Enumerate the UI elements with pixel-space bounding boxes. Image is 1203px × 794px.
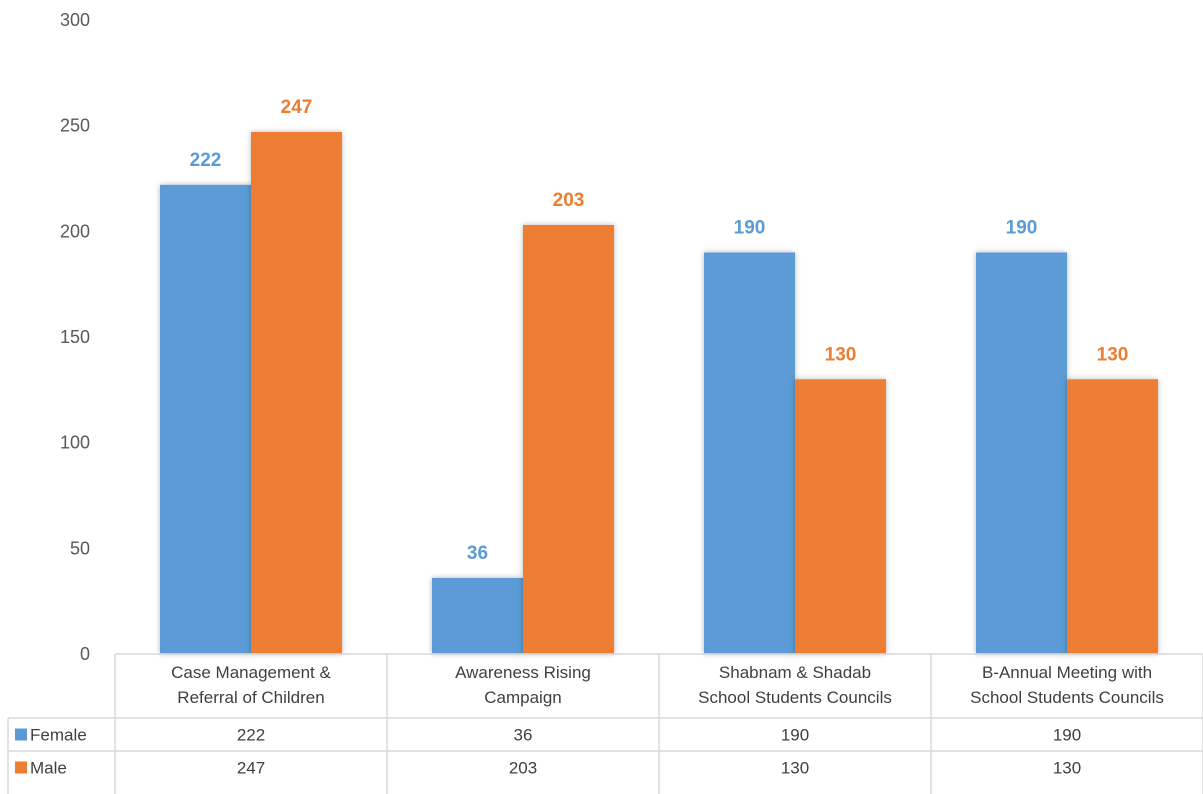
- table-cell: 36: [514, 726, 533, 745]
- table-cell: 190: [1053, 726, 1081, 745]
- bars: [160, 132, 1158, 655]
- table-cell: 247: [237, 759, 265, 778]
- table-cell: 203: [509, 759, 537, 778]
- y-tick-label: 150: [60, 327, 90, 347]
- table-cell: 222: [237, 726, 265, 745]
- category-label: Shabnam & Shadab School Students Councils: [698, 663, 892, 707]
- data-label-female: 190: [1006, 217, 1038, 238]
- y-tick-label: 300: [60, 10, 90, 30]
- bar-male: [251, 132, 342, 655]
- bar-female: [160, 184, 251, 654]
- bar-female: [704, 252, 795, 654]
- data-label-male: 203: [553, 190, 585, 211]
- category-label: Awareness Rising Campaign: [455, 663, 591, 707]
- data-table: Case Management & Referral of Children Awa…: [7, 653, 1203, 794]
- legend-label-male: Male: [30, 759, 67, 778]
- data-label-male: 247: [281, 97, 313, 118]
- y-tick-label: 0: [80, 644, 90, 664]
- y-tick-label: 50: [70, 538, 90, 558]
- table-cell: 130: [781, 759, 809, 778]
- data-label-female: 222: [190, 150, 222, 171]
- data-label-male: 130: [825, 344, 857, 365]
- legend-label-female: Female: [30, 726, 87, 745]
- bar-female: [976, 252, 1067, 654]
- y-tick-label: 200: [60, 221, 90, 241]
- bar-male: [1067, 379, 1158, 654]
- legend-key-male: [15, 761, 27, 774]
- table-cell: 130: [1053, 759, 1081, 778]
- data-label-female: 36: [467, 543, 488, 564]
- category-label: B-Annual Meeting with School Students Cou…: [970, 663, 1164, 707]
- bar-male: [523, 224, 614, 654]
- y-tick-label: 100: [60, 433, 90, 453]
- category-label: Case Management & Referral of Children: [171, 663, 331, 707]
- y-tick-label: 250: [60, 116, 90, 136]
- bar-male: [795, 379, 886, 654]
- data-label-male: 130: [1097, 344, 1129, 365]
- data-labels: 222 247 36 203 190 130 190 130: [190, 97, 1129, 564]
- legend-key-female: [15, 728, 27, 741]
- y-axis: 0 50 100 150 200 250 300: [60, 10, 90, 664]
- bar-female: [432, 577, 523, 654]
- table-cell: 190: [781, 726, 809, 745]
- data-label-female: 190: [734, 217, 766, 238]
